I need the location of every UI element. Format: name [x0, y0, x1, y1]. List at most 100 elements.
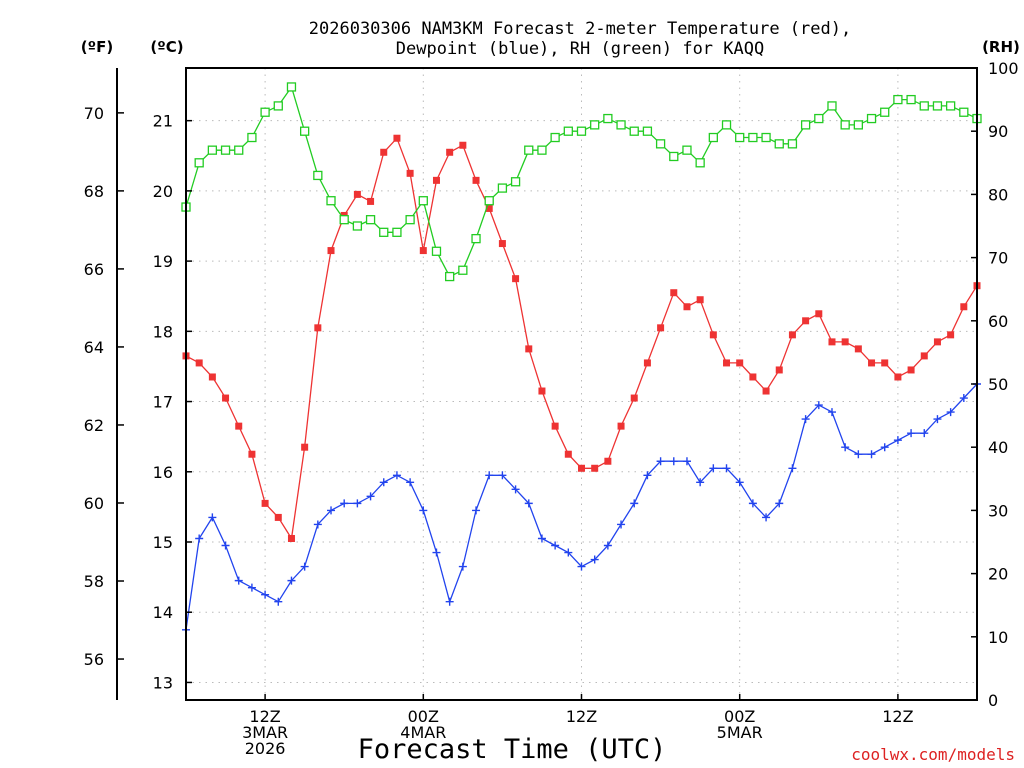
data-point	[247, 132, 257, 143]
data-point	[551, 422, 559, 430]
data-point	[775, 499, 784, 508]
x-tick-label: 4MAR	[400, 723, 446, 742]
data-point	[551, 541, 560, 550]
data-point	[313, 520, 322, 529]
data-point	[880, 443, 889, 452]
x-tick-label: 12Z	[882, 707, 913, 726]
data-point	[299, 126, 310, 136]
data-point	[392, 227, 402, 237]
data-point	[458, 562, 467, 571]
data-point	[947, 331, 955, 339]
data-point	[235, 422, 243, 430]
data-point	[287, 534, 295, 542]
data-point	[564, 548, 573, 557]
data-point	[392, 471, 401, 480]
data-point	[194, 158, 204, 168]
data-point	[577, 562, 586, 571]
data-point	[471, 233, 481, 244]
data-point	[498, 471, 507, 480]
data-point	[932, 101, 943, 111]
data-point	[920, 429, 929, 438]
data-point	[696, 296, 704, 304]
data-point	[472, 176, 480, 184]
rh-tick-label: 30	[988, 501, 1008, 520]
data-point	[815, 310, 823, 318]
fahrenheit-tick-label: 60	[84, 494, 104, 513]
celsius-tick-label: 14	[153, 603, 173, 622]
data-point	[617, 520, 626, 529]
data-point	[327, 247, 335, 255]
rh-tick-label: 50	[988, 375, 1008, 394]
data-point	[748, 132, 758, 143]
celsius-tick-label: 18	[153, 322, 173, 341]
plot-frame	[185, 67, 978, 701]
data-point	[853, 120, 863, 130]
data-point	[484, 196, 494, 206]
rh-tick-label: 0	[988, 691, 998, 710]
chart-title-line2: Dewpoint (blue), RH (green) for KAQQ	[396, 39, 764, 59]
data-point	[643, 359, 651, 367]
data-point	[550, 132, 560, 143]
data-point	[287, 576, 296, 585]
x-tick-label: 5MAR	[717, 723, 763, 742]
data-point	[563, 126, 573, 136]
data-point	[749, 373, 757, 381]
data-point	[907, 366, 915, 374]
celsius-tick-label: 13	[153, 673, 173, 692]
data-point	[221, 541, 230, 550]
data-point	[854, 345, 862, 353]
fahrenheit-tick-label: 62	[84, 416, 104, 435]
data-point	[814, 113, 824, 124]
data-point	[774, 139, 784, 149]
data-point	[696, 478, 705, 487]
data-point	[207, 145, 218, 155]
data-point	[920, 352, 928, 360]
x-tick-label: 00Z	[724, 707, 755, 726]
data-point	[814, 401, 823, 410]
data-point	[617, 422, 625, 430]
data-point	[511, 485, 520, 494]
data-point	[657, 324, 665, 332]
data-point	[629, 126, 639, 136]
grid-lines	[186, 68, 977, 700]
data-point	[933, 415, 942, 424]
data-point	[234, 145, 244, 155]
rh-tick-label: 80	[988, 185, 1008, 204]
data-point	[419, 247, 427, 255]
data-point	[788, 331, 796, 339]
data-point	[365, 215, 376, 225]
series-2-meter-temperature	[182, 134, 981, 542]
data-point	[419, 506, 428, 515]
data-point	[893, 436, 902, 445]
rh-tick-label: 100	[988, 59, 1019, 78]
data-point	[736, 359, 744, 367]
data-point	[537, 145, 547, 155]
data-point	[655, 139, 666, 149]
celsius-tick-label: 20	[153, 182, 173, 201]
fahrenheit-tick-label: 68	[84, 182, 104, 201]
data-point	[709, 464, 718, 473]
data-point	[353, 499, 362, 508]
data-point	[866, 113, 877, 124]
data-point	[578, 464, 585, 472]
data-point	[393, 134, 401, 142]
rh-tick-label: 10	[988, 628, 1008, 647]
rh-tick-label: 40	[988, 438, 1008, 457]
data-point	[721, 120, 732, 130]
data-point	[616, 120, 626, 130]
data-point	[881, 359, 889, 367]
data-point	[432, 548, 441, 557]
data-point	[960, 303, 968, 311]
celsius-tick-label: 21	[153, 112, 173, 131]
data-point	[682, 457, 691, 466]
x-tick-label: 00Z	[408, 707, 439, 726]
data-point	[576, 126, 587, 136]
data-point	[248, 450, 256, 458]
data-point	[800, 120, 811, 130]
celsius-tick-label: 19	[153, 252, 173, 271]
data-point	[827, 101, 837, 111]
data-point	[472, 506, 481, 515]
data-point	[695, 158, 705, 168]
data-point	[406, 478, 415, 487]
fahrenheit-tick-label: 66	[84, 260, 104, 279]
